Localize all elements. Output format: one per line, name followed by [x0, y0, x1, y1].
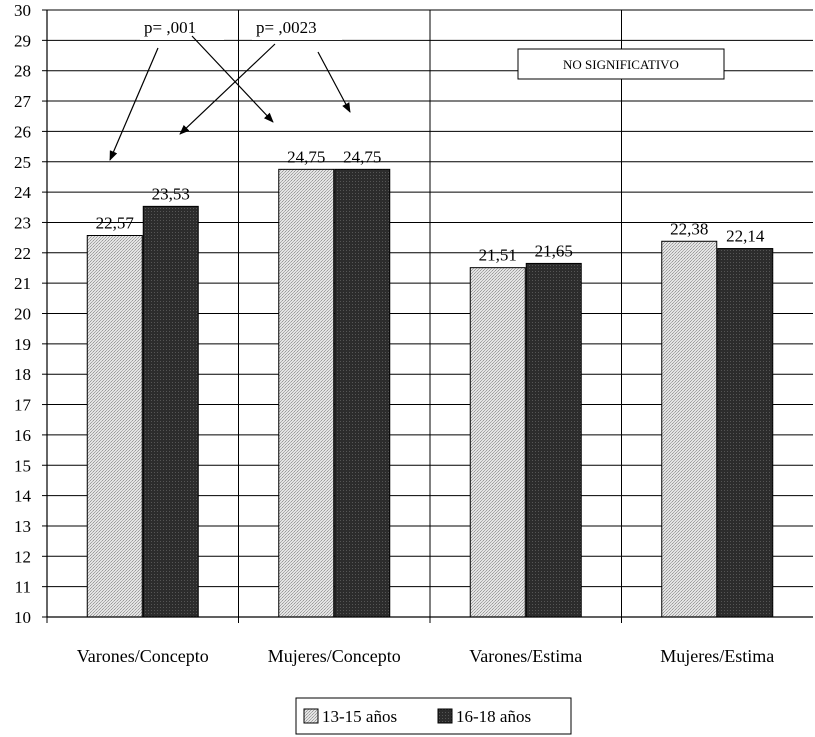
- legend-box: [295, 697, 572, 735]
- annotation-p2-background: [252, 14, 342, 40]
- legend-label-16-18: 16-18 años: [456, 707, 531, 726]
- not-significant-box: [517, 48, 725, 80]
- data-label-16-18-2: 21,65: [535, 241, 573, 260]
- bar-13-15-2: [469, 267, 526, 618]
- legend-swatch-16-18: [437, 708, 453, 724]
- y-tick-label-28: 28: [14, 62, 31, 81]
- bar-16-18-1: [334, 168, 391, 618]
- y-tick-label-14: 14: [14, 487, 32, 506]
- annotation-p1-background: [140, 14, 224, 40]
- data-labels: 22,57 23,53 24,75 24,75 21,51 21,65 22,38 22,14: [96, 147, 765, 264]
- data-label-16-18-1: 24,75: [343, 147, 381, 166]
- not-significant-label: NO SIGNIFICATIVO: [563, 57, 679, 72]
- x-tick-label-1: Mujeres/Concepto: [268, 646, 401, 666]
- y-tick-label-15: 15: [14, 456, 31, 475]
- y-tick-label-17: 17: [14, 396, 32, 415]
- y-tick-label-20: 20: [14, 305, 31, 324]
- y-axis-ticks: 10 11 12 13 14 15 16 17 18 19 20 21 22 23 24 25 26 27 28 29…: [14, 1, 47, 627]
- y-tick-label-27: 27: [14, 92, 32, 111]
- legend: 13-15 años 16-18 años: [295, 697, 572, 735]
- data-label-13-15-3: 22,38: [670, 219, 708, 238]
- y-tick-label-29: 29: [14, 31, 31, 50]
- y-tick-label-16: 16: [14, 426, 31, 445]
- x-tick-label-2: Varones/Estima: [469, 646, 582, 666]
- x-tick-label-3: Mujeres/Estima: [660, 646, 774, 666]
- y-tick-label-12: 12: [14, 547, 31, 566]
- data-label-13-15-1: 24,75: [287, 147, 325, 166]
- data-label-13-15-0: 22,57: [96, 214, 135, 233]
- data-label-13-15-2: 21,51: [479, 246, 517, 265]
- y-tick-label-13: 13: [14, 517, 31, 536]
- bar-16-18-2: [525, 262, 582, 618]
- annotation-p2: p= ,0023: [256, 18, 317, 37]
- bar-13-15-0: [86, 235, 143, 618]
- arrow-p1-to-mujeres-concepto: [191, 35, 274, 123]
- y-tick-label-22: 22: [14, 244, 31, 263]
- y-tick-label-10: 10: [14, 608, 31, 627]
- legend-swatch-13-15: [303, 708, 319, 724]
- y-tick-label-19: 19: [14, 335, 31, 354]
- y-tick-label-24: 24: [14, 183, 32, 202]
- data-label-16-18-0: 23,53: [152, 184, 190, 203]
- y-tick-label-11: 11: [15, 578, 31, 597]
- y-tick-label-21: 21: [14, 274, 31, 293]
- bar-13-15-3: [661, 240, 718, 618]
- annotation-p1: p= ,001: [144, 18, 196, 37]
- arrow-p2-to-varones-concepto: [179, 43, 276, 135]
- y-tick-label-25: 25: [14, 153, 31, 172]
- y-tick-label-26: 26: [14, 122, 31, 141]
- arrow-p2-to-mujeres-concepto: [317, 51, 351, 113]
- bars: [86, 168, 774, 618]
- legend-label-13-15: 13-15 años: [322, 707, 397, 726]
- category-dividers: [238, 10, 622, 617]
- y-tick-label-30: 30: [14, 1, 31, 20]
- x-axis-ticks: Varones/Concepto Mujeres/Concepto Varones/…: [46, 617, 774, 666]
- bar-13-15-1: [278, 168, 335, 618]
- bar-16-18-3: [717, 248, 774, 618]
- annotations: p= ,001 p= ,0023 NO SIGNIFICATIVO: [109, 14, 725, 161]
- arrow-p1-to-varones-concepto: [109, 47, 159, 161]
- x-tick-label-0: Varones/Concepto: [77, 646, 209, 666]
- data-label-16-18-3: 22,14: [726, 227, 765, 246]
- y-tick-label-23: 23: [14, 213, 31, 232]
- y-tick-label-18: 18: [14, 365, 31, 384]
- bar-16-18-0: [142, 205, 199, 618]
